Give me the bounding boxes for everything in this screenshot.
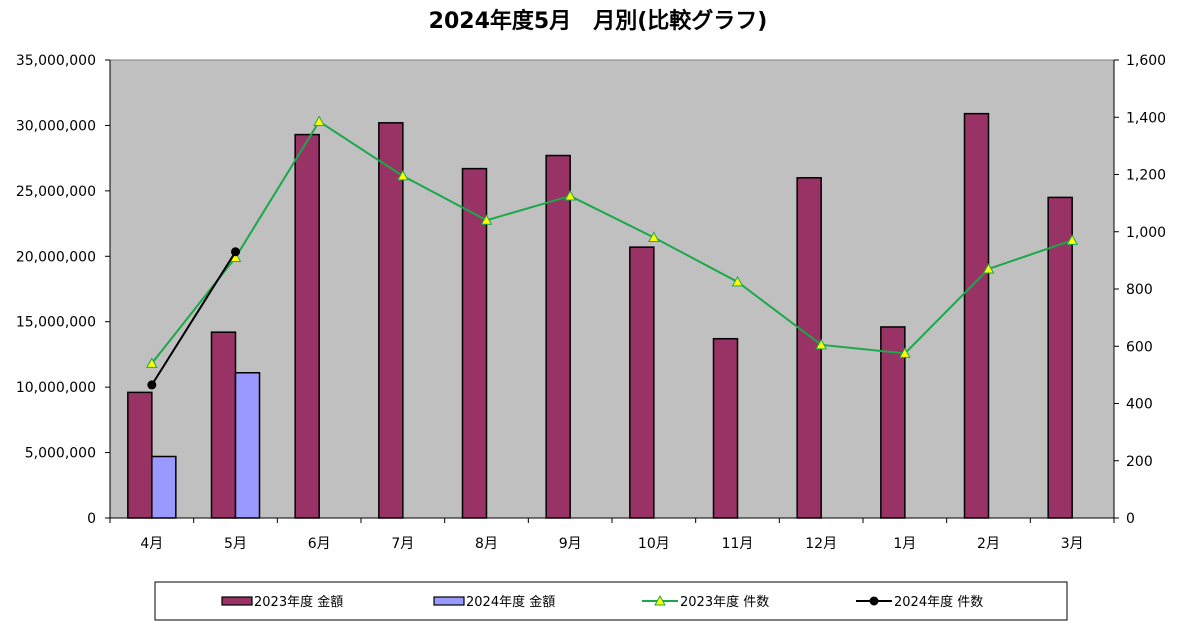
x-tick-label: 5月 <box>224 536 247 552</box>
left-tick-label: 25,000,000 <box>16 184 96 200</box>
point <box>898 347 911 358</box>
point <box>982 262 995 274</box>
point <box>313 115 326 127</box>
bar <box>234 371 261 519</box>
left-tick-label: 35,000,000 <box>16 53 96 69</box>
bar <box>294 133 320 519</box>
point <box>1066 234 1079 245</box>
right-tick-label: 1,200 <box>1126 168 1166 184</box>
x-tick-label: 3月 <box>1061 536 1084 552</box>
x-tick-label: 2月 <box>977 536 1000 552</box>
right-y-axis: 0 200 400 600 800 1,000 1,200 1,400 1,600 <box>1113 53 1166 527</box>
bar <box>545 154 571 519</box>
x-tick-label: 6月 <box>308 536 331 552</box>
x-tick-label: 12月 <box>805 536 837 552</box>
series-line <box>150 251 237 386</box>
right-tick-label: 400 <box>1126 397 1153 413</box>
x-tick-label: 4月 <box>140 536 163 552</box>
legend-marker <box>869 596 879 606</box>
right-tick-label: 200 <box>1126 454 1153 470</box>
legend-label: 2024年度 金額 <box>466 594 555 610</box>
point <box>231 247 240 257</box>
legend: 2023年度 金額 2024年度 金額 2023年度 件数 2024年度 件数 <box>154 581 1068 621</box>
legend-label: 2023年度 金額 <box>254 594 343 610</box>
bar <box>712 337 739 519</box>
legend-box <box>154 581 1068 621</box>
point <box>564 189 577 201</box>
series-line <box>151 120 1073 365</box>
point <box>480 214 493 225</box>
point <box>731 275 744 287</box>
x-tick-label: 7月 <box>391 536 414 552</box>
point <box>147 380 157 390</box>
bar <box>210 331 237 519</box>
point <box>647 231 660 242</box>
left-tick-label: 20,000,000 <box>16 249 96 265</box>
bar <box>127 391 153 519</box>
right-tick-label: 1,400 <box>1126 110 1166 126</box>
legend-label: 2024年度 件数 <box>894 594 983 610</box>
point <box>396 169 409 181</box>
left-tick-label: 15,000,000 <box>16 315 96 331</box>
x-tick-label: 1月 <box>893 536 916 552</box>
legend-label: 2023年度 件数 <box>680 594 769 610</box>
right-tick-label: 1,600 <box>1126 53 1166 69</box>
bar <box>880 326 906 519</box>
left-tick-label: 5,000,000 <box>25 446 96 462</box>
right-tick-label: 600 <box>1126 339 1153 355</box>
bar <box>963 112 990 519</box>
plot-area <box>109 59 1115 519</box>
x-tick-label: 9月 <box>559 536 582 552</box>
right-tick-label: 800 <box>1126 282 1153 298</box>
right-tick-label: 1,000 <box>1126 225 1166 241</box>
x-tick-label: 8月 <box>475 536 498 552</box>
point <box>145 357 158 368</box>
bar <box>629 246 655 519</box>
bar <box>1047 196 1073 519</box>
legend-swatch <box>221 596 253 606</box>
legend-marker <box>654 594 666 606</box>
legend-swatch <box>433 596 465 606</box>
left-tick-label: 10,000,000 <box>16 380 96 396</box>
line-series-group <box>145 115 1079 390</box>
x-axis: 4月 5月 6月 7月 8月 9月 10月 11月 12月 1月 2月 3月 <box>109 517 1115 552</box>
chart-title: 2024年度5月 月別(比較グラフ) <box>429 8 768 34</box>
bar <box>378 122 404 519</box>
left-y-axis: 0 5,000,000 10,000,000 15,000,000 20,000,000… <box>16 53 111 527</box>
x-tick-label: 11月 <box>722 536 754 552</box>
bar <box>461 167 488 519</box>
left-tick-label: 0 <box>87 511 96 527</box>
x-tick-label: 10月 <box>638 536 670 552</box>
bar <box>151 455 177 519</box>
left-tick-label: 30,000,000 <box>16 118 96 134</box>
right-tick-label: 0 <box>1126 511 1135 527</box>
point <box>815 338 828 350</box>
